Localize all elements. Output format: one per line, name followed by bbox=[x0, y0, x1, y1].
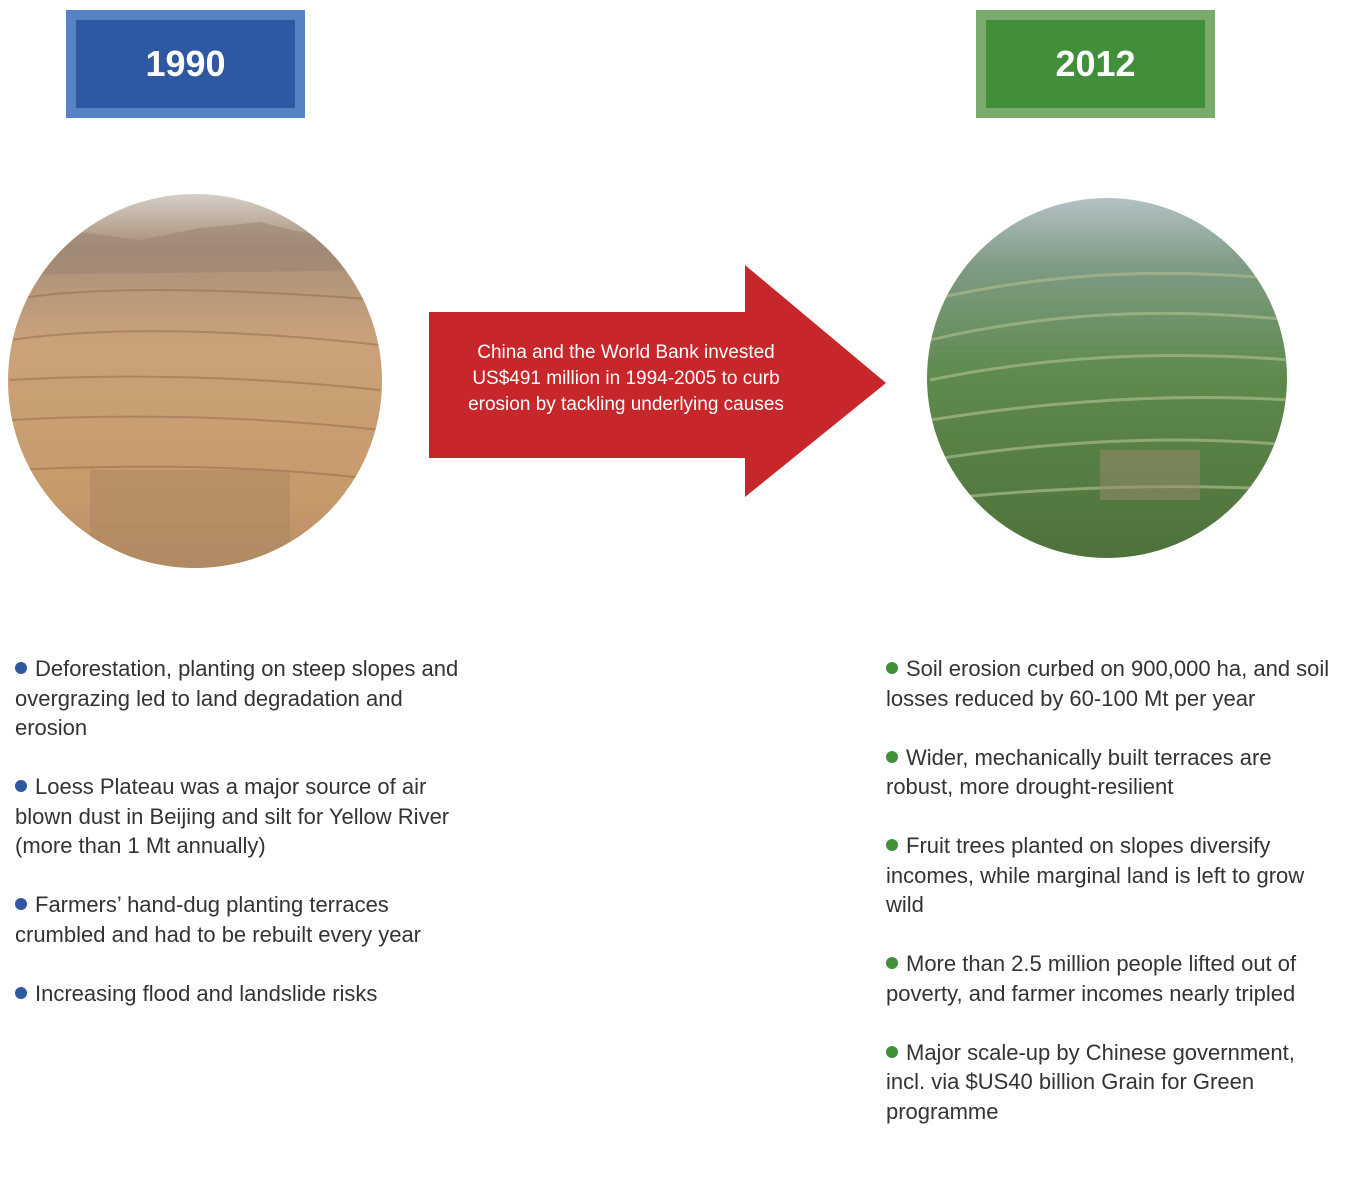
point-text: Major scale-up by Chinese government, in… bbox=[886, 1040, 1295, 1124]
point: Wider, mechanically built terraces are r… bbox=[886, 743, 1338, 802]
point: Increasing flood and landslide risks bbox=[15, 979, 470, 1009]
point-text: Wider, mechanically built terraces are r… bbox=[886, 745, 1272, 800]
point: Loess Plateau was a major source of air … bbox=[15, 772, 470, 861]
year-label: 2012 bbox=[986, 20, 1205, 108]
year-label: 1990 bbox=[76, 20, 295, 108]
point-text: Deforestation, planting on steep slopes … bbox=[15, 656, 458, 740]
point: Farmers’ hand-dug planting terraces crum… bbox=[15, 890, 470, 949]
point-text: More than 2.5 million people lifted out … bbox=[886, 951, 1296, 1006]
point: Fruit trees planted on slopes diversify … bbox=[886, 831, 1338, 920]
point: Deforestation, planting on steep slopes … bbox=[15, 654, 470, 743]
point-text: Soil erosion curbed on 900,000 ha, and s… bbox=[886, 656, 1329, 711]
infographic: 1990 2012 China and the World Bank inves… bbox=[0, 0, 1346, 1180]
year-box: 1990 bbox=[66, 10, 305, 118]
point-text: Loess Plateau was a major source of air … bbox=[15, 774, 449, 858]
point-text: Fruit trees planted on slopes diversify … bbox=[886, 833, 1304, 917]
photo-1990 bbox=[0, 190, 400, 570]
points-list: Soil erosion curbed on 900,000 ha, and s… bbox=[886, 654, 1338, 1156]
year-box: 2012 bbox=[976, 10, 1215, 118]
point: More than 2.5 million people lifted out … bbox=[886, 949, 1338, 1008]
points-list: Deforestation, planting on steep slopes … bbox=[15, 654, 470, 1038]
photo-2012 bbox=[920, 190, 1300, 570]
point: Major scale-up by Chinese government, in… bbox=[886, 1038, 1338, 1127]
point-text: Increasing flood and landslide risks bbox=[35, 981, 377, 1006]
page: Loess Plateau {"before": {"year": "1990"… bbox=[0, 0, 1346, 1180]
arrow-text: China and the World Bank invested US$491… bbox=[446, 340, 806, 418]
point: Soil erosion curbed on 900,000 ha, and s… bbox=[886, 654, 1338, 713]
point-text: Farmers’ hand-dug planting terraces crum… bbox=[15, 892, 421, 947]
